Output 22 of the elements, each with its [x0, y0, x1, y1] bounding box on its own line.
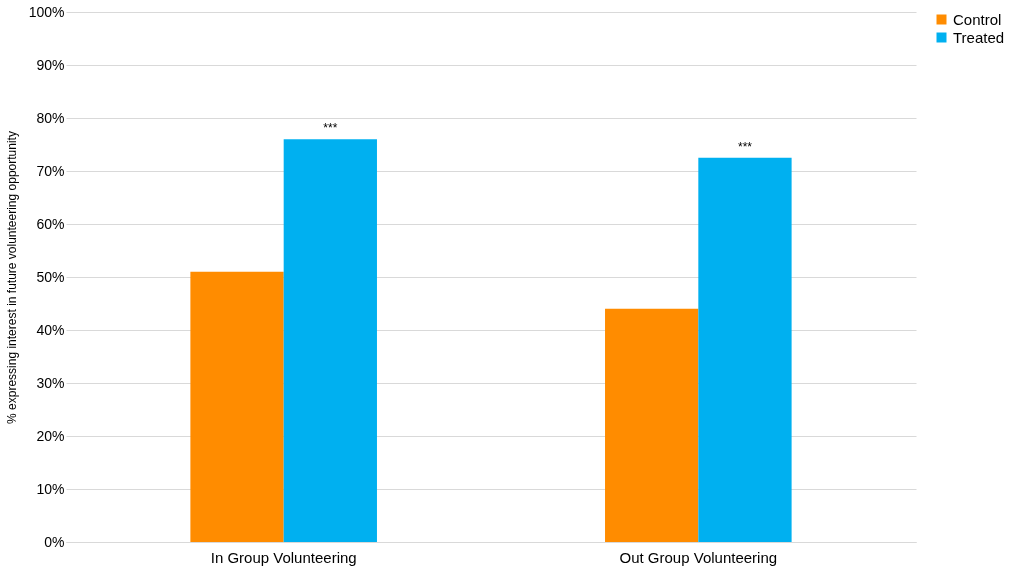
legend-label: Control: [953, 10, 1002, 28]
bar: [698, 157, 792, 542]
annotation: ***: [323, 121, 338, 136]
bar: [283, 139, 377, 542]
legend-label: Treated: [953, 28, 1005, 46]
y-tick-label: 50%: [36, 268, 65, 285]
y-tick-label: 30%: [36, 374, 65, 391]
y-tick-label: 100%: [28, 3, 65, 20]
y-tick-label: 80%: [36, 109, 65, 126]
x-tick-label: Out Group Volunteering: [619, 548, 778, 566]
y-tick-label: 40%: [36, 321, 65, 338]
bar: [190, 271, 284, 542]
bar: [605, 308, 699, 542]
y-tick-label: 90%: [36, 56, 65, 73]
annotation: ***: [737, 139, 753, 154]
y-tick-label: 0%: [44, 533, 65, 550]
y-tick-label: 20%: [36, 427, 65, 444]
y-tick-label: 60%: [36, 215, 65, 232]
y-tick-label: 70%: [36, 162, 65, 179]
y-tick-label: 10%: [36, 480, 65, 497]
x-tick-label: In Group Volunteering: [210, 548, 357, 566]
y-axis-title: % expressing interest in future volunteering opportunity: [4, 131, 19, 424]
